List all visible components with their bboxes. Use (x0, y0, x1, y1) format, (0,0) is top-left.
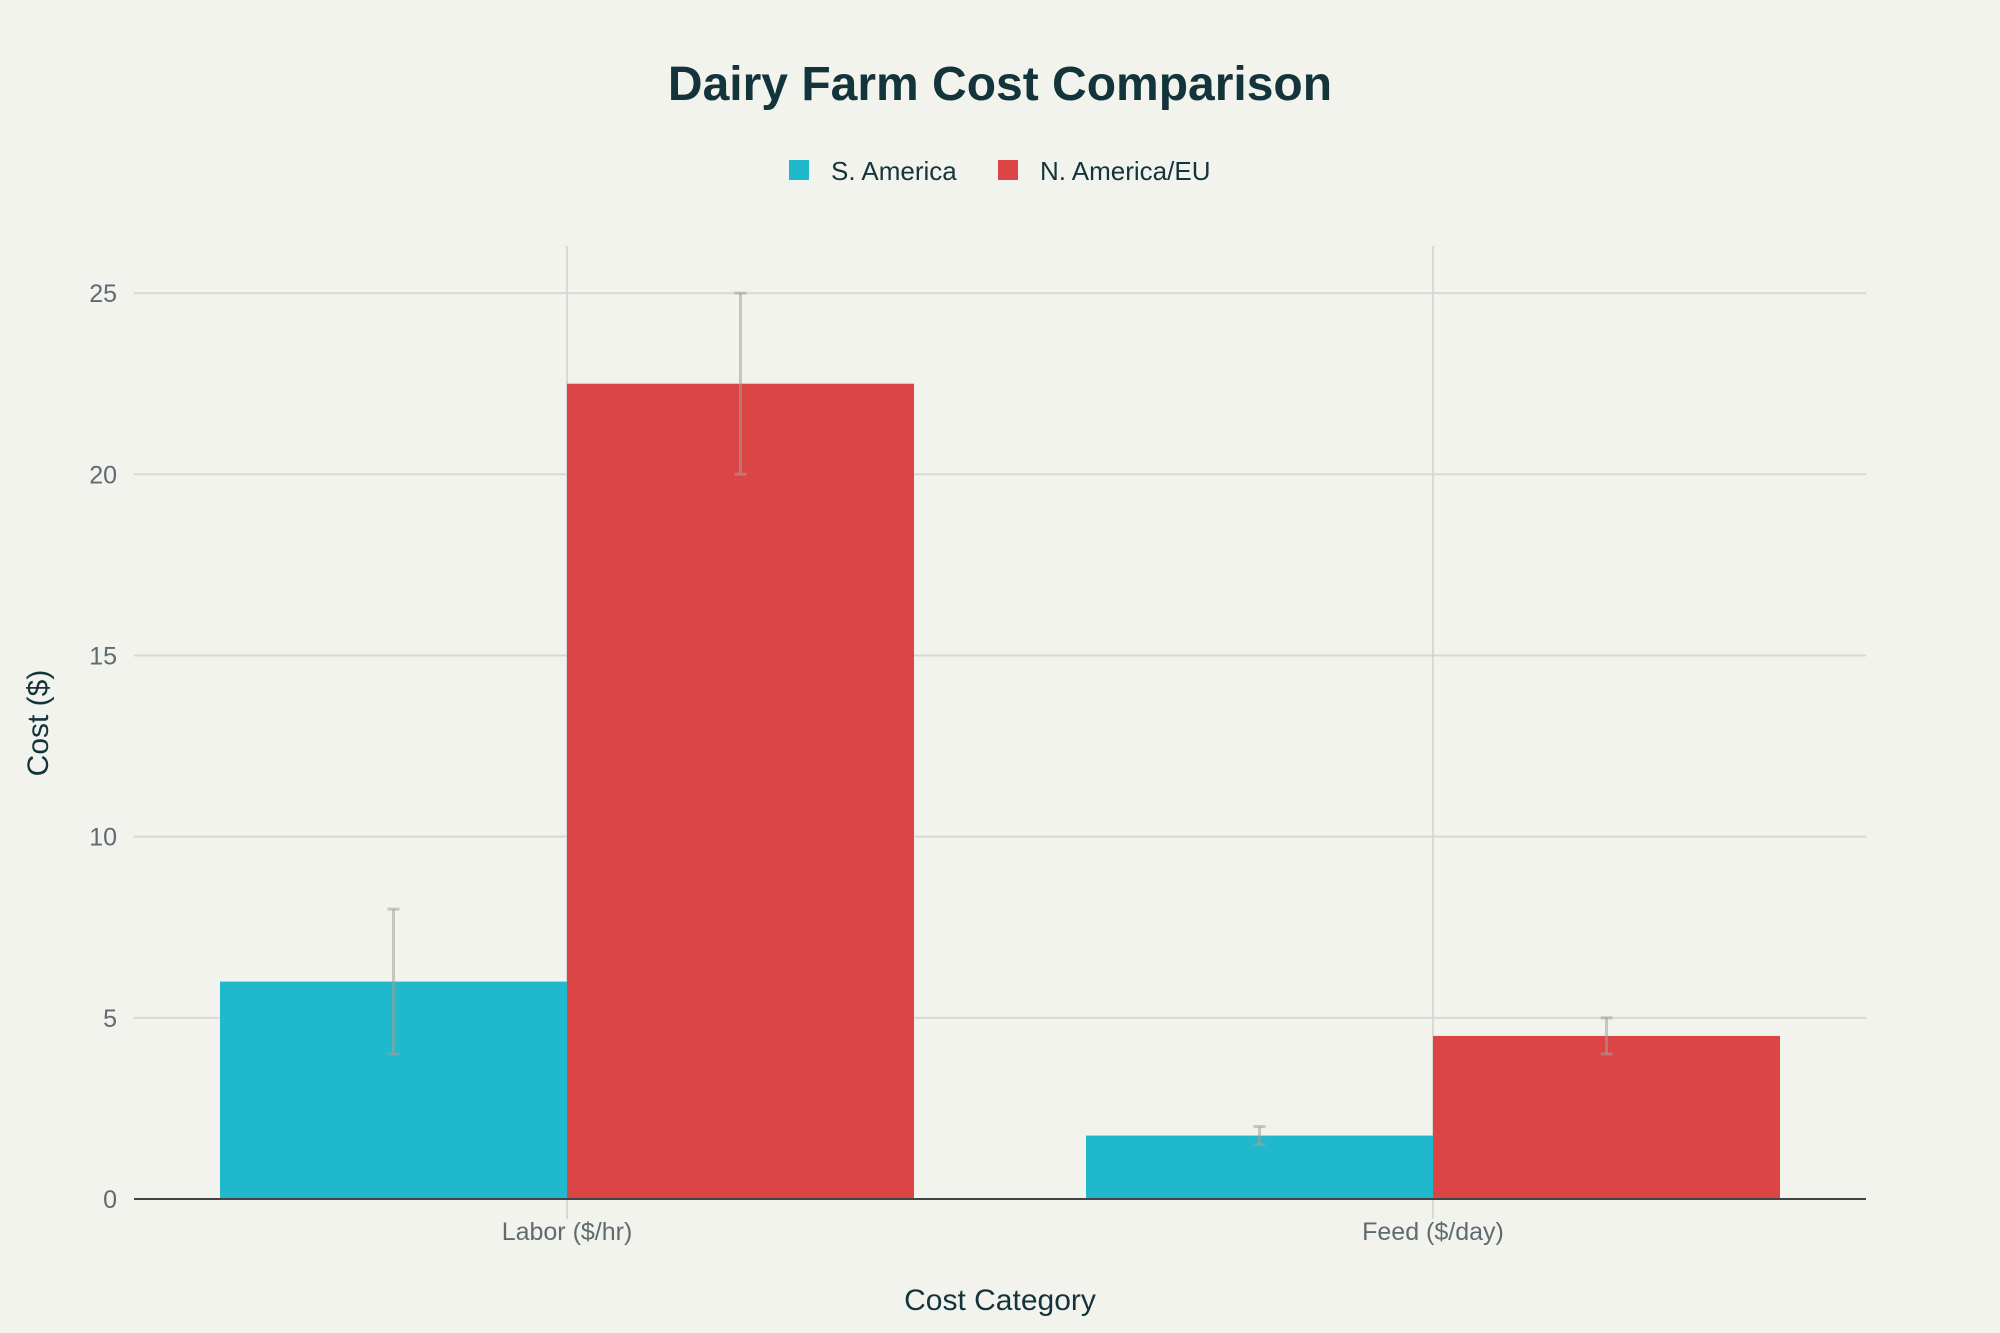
axes: 0 5 10 15 20 25 Labor ($/hr) Feed ($/day) (89, 280, 1866, 1246)
y-tick-label: 0 (103, 1186, 117, 1214)
error-bars (387, 291, 1613, 1147)
chart-title: Dairy Farm Cost Comparison (668, 58, 1332, 111)
x-tick-label: Feed ($/day) (1362, 1218, 1504, 1246)
legend-label-1: N. America/EU (1040, 156, 1211, 186)
x-axis-title: Cost Category (904, 1284, 1096, 1317)
y-tick-label: 25 (89, 280, 117, 308)
bars (220, 383, 1780, 1200)
y-axis-title: Cost ($) (22, 670, 55, 777)
y-tick-label: 10 (89, 824, 117, 852)
bar-1-0 (567, 383, 914, 1200)
y-tick-label: 15 (89, 642, 117, 670)
bar-0-1 (1086, 1135, 1433, 1199)
y-tick-label: 20 (89, 461, 117, 489)
legend: S. America N. America/EU (789, 156, 1211, 186)
bar-1-1 (1433, 1035, 1780, 1199)
x-tick-label: Labor ($/hr) (502, 1218, 633, 1246)
y-tick-label: 5 (103, 1005, 117, 1033)
legend-swatch-0 (789, 160, 809, 180)
legend-swatch-1 (998, 160, 1018, 180)
legend-label-0: S. America (831, 156, 957, 186)
